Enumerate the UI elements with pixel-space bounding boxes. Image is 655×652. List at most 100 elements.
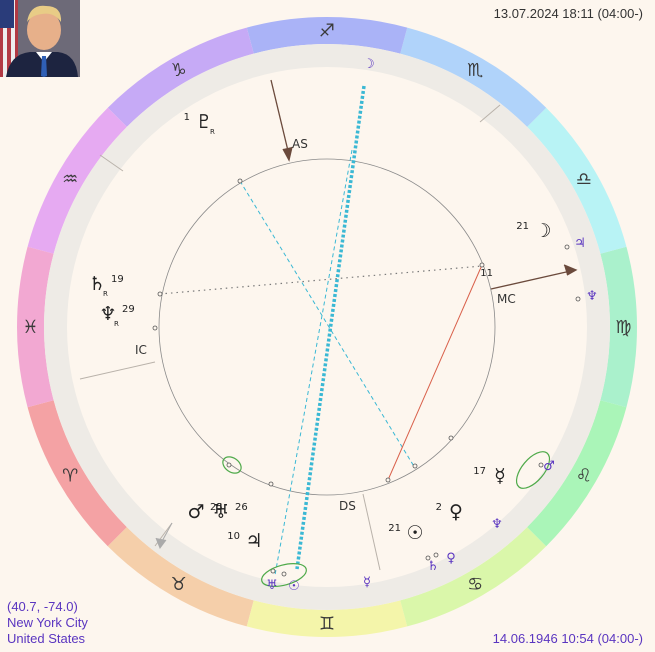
axis-arrows [270, 79, 578, 290]
aspect-lines [159, 85, 483, 576]
location-info: (40.7, -74.0) New York City United State… [7, 599, 88, 647]
zodiac-glyph-sagittarius: ♐ [319, 21, 335, 42]
zodiac-segment-capricorn [107, 27, 254, 127]
zodiac-glyph-virgo: ♍ [615, 317, 631, 338]
neptune-transit-libra-glyph-icon: ♆ [586, 289, 598, 304]
zodiac-glyph-gemini: ♊ [319, 614, 335, 635]
country: United States [7, 631, 86, 646]
neptune-natal-pisces-glyph-icon: ♆ [99, 303, 116, 325]
planet-jupiter-natal: ♃ 10 [227, 530, 262, 552]
coordinates: (40.7, -74.0) [7, 599, 78, 614]
mercury-natal-degree: 17 [473, 466, 486, 477]
uranus-transit-glyph-icon: ♅ [266, 578, 278, 593]
venus-natal-glyph-icon: ♀ [449, 501, 463, 523]
planet-moon-natal: ☽ 21 [516, 220, 551, 242]
mercury-transit-glyph-icon: ☿ [363, 575, 371, 590]
natal-datetime: 14.06.1946 10:54 (04:00-) [492, 631, 643, 646]
zodiac-glyph-cancer: ♋ [467, 574, 483, 595]
planet-jupiter-transit-libra: ♃ [574, 236, 586, 251]
sun-transit-glyph-icon: ☉ [288, 579, 300, 594]
moon-transit-glyph-icon: ☽ [363, 57, 375, 72]
planet-neptune-transit-libra: ♆ [586, 289, 598, 304]
planet-moon-transit: ☽ [363, 57, 375, 72]
jupiter-transit-libra-glyph-icon: ♃ [574, 236, 586, 251]
transit-datetime: 13.07.2024 18:11 (04:00-) [493, 6, 643, 21]
planet-sun-natal: ☉ 21 [388, 522, 423, 544]
zodiac-glyph-libra: ♎ [576, 169, 592, 190]
planet-neptune-natal-pisces: ♆ 29R [99, 303, 134, 328]
zodiac-glyph-aquarius: ♒ [62, 169, 78, 190]
planet-uranus-transit: ♅ [266, 578, 278, 593]
conjunction-clusters [222, 451, 551, 587]
city: New York City [7, 615, 88, 630]
zodiac-segment-sagittarius [246, 17, 408, 54]
venus-transit-glyph-icon: ♀ [446, 551, 456, 566]
profile-photo [0, 0, 80, 77]
pluto-natal-retrograde-marker: R [210, 128, 215, 136]
saturn-transit-glyph-icon: ♄ [427, 559, 439, 574]
uranus-natal-glyph-icon: ♅ [212, 501, 229, 523]
zodiac-segment-gemini [246, 600, 408, 637]
pluto-transit-glyph-icon: ♆ [491, 517, 503, 532]
planet-uranus-natal: ♅ 26 [212, 501, 247, 523]
sun-natal-degree: 21 [388, 523, 401, 534]
planet-mars-natal: ♂ 25 [187, 501, 222, 523]
zodiac-segment-aries [27, 400, 127, 547]
planet-saturn-natal-pisces: ♄ 19R [88, 273, 123, 298]
zodiac-ring: ♈ ♉ ♊ ♋ ♌ ♍ ♎ ♏ ♐ ♑ ♒ ♓ [17, 17, 637, 637]
venus-natal-degree: 2 [436, 502, 442, 513]
angle-mc: MC [497, 292, 516, 306]
zodiac-glyph-capricorn: ♑ [171, 60, 187, 81]
zodiac-glyph-aries: ♈ [62, 465, 78, 486]
planet-pluto-transit: ♆ [491, 517, 503, 532]
house-cusps [79, 104, 501, 571]
uranus-natal-degree: 26 [235, 502, 248, 513]
zodiac-segment-scorpio [400, 27, 547, 127]
pluto-natal-degree: 1 [184, 112, 190, 123]
saturn-natal-pisces-retrograde-marker: R [103, 290, 108, 298]
planet-sun-transit: ☉ [288, 579, 300, 594]
ic-arrow [155, 522, 173, 550]
zodiac-segment-cancer [400, 527, 547, 627]
inner-area [67, 67, 587, 587]
planet-saturn-transit: ♄ [427, 559, 439, 574]
house-11-degree: 11 [480, 268, 493, 279]
neptune-natal-pisces-retrograde-marker: R [114, 320, 119, 328]
cusp-dots [152, 178, 581, 577]
aspect-circle [158, 158, 496, 496]
jupiter-natal-glyph-icon: ♃ [245, 530, 262, 552]
jupiter-natal-degree: 10 [227, 531, 240, 542]
sun-natal-glyph-icon: ☉ [406, 522, 423, 544]
zodiac-segment-virgo [600, 246, 637, 408]
planet-mars-transit: ♂ [543, 459, 555, 474]
planet-venus-natal: ♀2 [436, 501, 463, 523]
planet-house-11: 11 [480, 268, 493, 279]
planet-mercury-transit: ☿ [363, 575, 371, 590]
zodiac-segment-leo [527, 400, 627, 547]
zodiac-glyph-pisces: ♓ [22, 317, 38, 338]
mars-natal-glyph-icon: ♂ [187, 501, 204, 523]
pluto-natal-glyph-icon: ♇ [195, 111, 212, 133]
planet-mercury-natal: ☿ 17 [473, 465, 506, 487]
mars-natal-degree: 25 [210, 502, 223, 513]
mars-transit-glyph-icon: ♂ [543, 459, 555, 474]
moon-natal-degree: 21 [516, 221, 529, 232]
saturn-natal-pisces-degree: 19 [111, 274, 124, 285]
zodiac-glyph-taurus: ♉ [171, 574, 187, 595]
angle-ic: IC [135, 343, 147, 357]
angle-ds: DS [339, 499, 356, 513]
moon-natal-glyph-icon: ☽ [534, 220, 551, 242]
angle-as: AS [292, 137, 308, 151]
neptune-natal-pisces-degree: 29 [122, 304, 135, 315]
saturn-natal-pisces-glyph-icon: ♄ [88, 273, 105, 295]
zodiac-glyph-leo: ♌ [576, 465, 592, 486]
zodiac-glyph-scorpio: ♏ [467, 60, 483, 81]
zodiac-segment-aquarius [27, 107, 127, 254]
zodiac-segment-taurus [107, 527, 254, 627]
planet-pluto-natal: ♇ 1 R [184, 111, 215, 136]
zodiac-segment-pisces [17, 246, 54, 408]
mercury-natal-glyph-icon: ☿ [494, 465, 506, 487]
zodiac-segment-libra [527, 107, 627, 254]
planet-venus-transit: ♀ [446, 551, 456, 566]
